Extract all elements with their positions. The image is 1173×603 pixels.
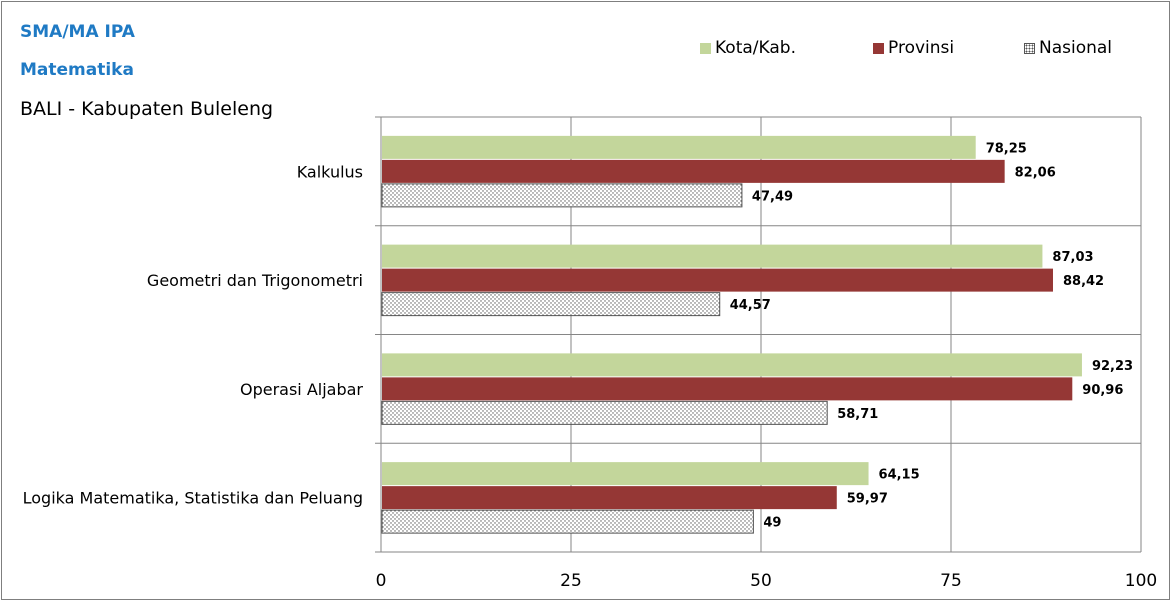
category-label: Geometri dan Trigonometri	[147, 271, 363, 290]
bar	[381, 292, 721, 317]
bar	[382, 159, 1005, 183]
bar	[381, 183, 743, 208]
data-label: 44,57	[730, 298, 771, 313]
bar	[381, 400, 828, 425]
region-label: BALI - Kabupaten Buleleng	[20, 98, 274, 120]
x-tick-label: 100	[1125, 571, 1157, 591]
data-label: 59,97	[847, 492, 888, 507]
data-label: 92,23	[1092, 359, 1133, 374]
bar	[382, 353, 1082, 377]
legend-item-nasional: Nasional	[1024, 38, 1112, 58]
legend-label-provinsi: Provinsi	[888, 38, 955, 58]
x-tick-label: 50	[750, 571, 772, 591]
data-label: 64,15	[879, 468, 920, 483]
data-label: 78,25	[986, 141, 1027, 156]
bar	[382, 486, 837, 510]
bar	[381, 509, 754, 534]
category-label: Kalkulus	[297, 162, 363, 181]
legend-label-nasional: Nasional	[1039, 38, 1113, 58]
bar	[382, 244, 1043, 268]
legend-swatch-kota-kab	[700, 42, 711, 54]
bar	[382, 135, 976, 159]
legend-label-kota-kab: Kota/Kab.	[715, 38, 796, 58]
chart-title: SMA/MA IPA	[20, 22, 135, 42]
data-label: 47,49	[752, 189, 793, 204]
legend-item-kota-kab: Kota/Kab.	[700, 38, 796, 58]
legend-swatch-nasional	[1024, 42, 1035, 54]
data-label: 90,96	[1082, 383, 1123, 398]
legend-swatch-provinsi	[873, 42, 884, 54]
category-label: Operasi Aljabar	[240, 380, 363, 399]
chart-subtitle: Matematika	[20, 60, 134, 80]
bar	[382, 462, 869, 486]
data-label: 88,42	[1063, 274, 1104, 289]
data-label: 58,71	[837, 407, 878, 422]
bar	[382, 377, 1073, 401]
legend-item-provinsi: Provinsi	[873, 38, 954, 58]
x-tick-label: 25	[560, 571, 582, 591]
data-label: 82,06	[1015, 165, 1056, 180]
category-label: Logika Matematika, Statistika dan Peluan…	[23, 489, 363, 508]
x-tick-label: 75	[940, 571, 962, 591]
bar	[382, 268, 1053, 292]
data-label: 87,03	[1052, 250, 1093, 265]
data-label: 49	[763, 516, 781, 531]
x-tick-label: 0	[376, 571, 387, 591]
